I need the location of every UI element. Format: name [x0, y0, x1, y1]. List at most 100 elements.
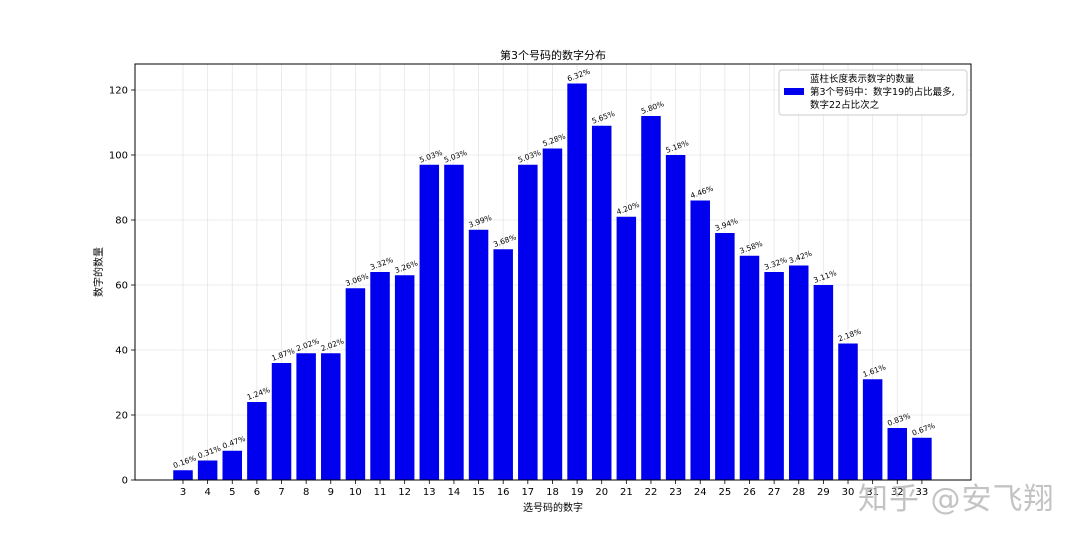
x-tick-label: 9	[328, 487, 334, 498]
bar-10	[345, 288, 366, 480]
bar-25	[715, 233, 735, 480]
bar-data-label: 5.65%	[591, 109, 616, 126]
bar-26	[739, 255, 760, 480]
x-tick-label: 11	[374, 487, 387, 498]
x-tick-label: 18	[546, 487, 559, 498]
bar-22	[641, 116, 661, 480]
bar-9	[321, 353, 341, 480]
x-tick-label: 5	[229, 487, 235, 498]
bar-data-label: 5.03%	[443, 148, 468, 165]
bar-data-label: 0.31%	[196, 444, 221, 461]
bar-data-label: 3.42%	[788, 249, 813, 266]
legend-line-1: 蓝柱长度表示数字的数量	[810, 73, 915, 85]
bars	[173, 83, 932, 480]
bar-3	[173, 470, 193, 480]
x-tick-label: 23	[669, 487, 682, 498]
y-tick-label: 80	[115, 216, 128, 227]
x-tick-label: 12	[398, 487, 411, 498]
bar-14	[444, 164, 464, 480]
x-tick-label: 30	[842, 487, 855, 498]
plot-frame	[134, 63, 972, 481]
x-tick-label: 25	[718, 487, 731, 498]
bar-5	[222, 450, 243, 480]
x-tick-label: 28	[792, 487, 805, 498]
bar-13	[419, 164, 440, 480]
bar-data-label: 3.32%	[369, 255, 394, 272]
bar-8	[296, 353, 316, 480]
x-tick-label: 29	[817, 487, 830, 498]
x-tick-label: 26	[743, 487, 756, 498]
x-tick-label: 3	[180, 487, 186, 498]
bar-7	[271, 363, 292, 480]
bar-18	[542, 148, 563, 480]
bar-data-label: 5.80%	[640, 99, 665, 116]
bar-29	[813, 285, 834, 480]
bar-data-label: 5.18%	[664, 138, 689, 155]
bar-data-label: 1.87%	[270, 346, 295, 363]
x-tick-label: 15	[472, 487, 485, 498]
legend-line-3: 数字22占比次之	[810, 99, 880, 111]
x-tick-label: 31	[866, 487, 879, 498]
bar-32	[887, 428, 908, 480]
y-axis: 0 20 40 60 80 100 120	[109, 86, 135, 487]
x-tick-label: 24	[694, 487, 707, 498]
legend: 蓝柱长度表示数字的数量 第3个号码中：数字19的占比最多, 数字22占比次之	[778, 69, 968, 116]
bar-data-label: 3.32%	[763, 255, 788, 272]
bar-11	[370, 272, 390, 480]
x-tick-label: 14	[448, 487, 461, 498]
x-tick-label: 16	[497, 487, 510, 498]
bar-data-label: 3.58%	[738, 239, 763, 256]
x-tick-label: 7	[278, 487, 284, 498]
bar-27	[764, 272, 784, 480]
bar-data-label: 0.47%	[221, 434, 246, 451]
bar-33	[912, 437, 932, 480]
bar-19	[567, 83, 587, 480]
x-axis: 3 4 5 6 7 8 9 10 11 12 13 14 15 16 17 18 19 20 21 22 23 24 25 2…	[180, 480, 928, 498]
bar-data-label: 3.11%	[812, 268, 837, 285]
y-tick-label: 100	[109, 151, 128, 162]
x-tick-label: 10	[349, 487, 362, 498]
bar-15	[468, 229, 489, 480]
bar-data-label: 2.02%	[320, 337, 345, 354]
bar-20	[591, 125, 612, 480]
bar-data-label: 1.24%	[246, 385, 271, 402]
watermark: 知乎 @安飞翔	[858, 482, 1055, 517]
legend-box	[778, 69, 968, 116]
bar-17	[518, 164, 538, 480]
bar-21	[616, 216, 637, 480]
bar-data-label: 0.83%	[886, 411, 911, 428]
x-tick-label: 19	[571, 487, 584, 498]
bar-data-label: 1.61%	[861, 363, 886, 380]
bar-data-label: 2.18%	[837, 327, 862, 344]
bar-data-label: 3.94%	[714, 216, 739, 233]
y-tick-label: 120	[109, 86, 128, 97]
bar-data-label: 3.26%	[394, 259, 419, 276]
y-tick-label: 60	[115, 281, 128, 292]
x-tick-label: 32	[891, 487, 904, 498]
y-axis-label: 数字的数量	[92, 247, 105, 297]
chart-title: 第3个号码的数字分布	[500, 48, 606, 62]
bar-28	[789, 265, 809, 480]
bar-data-label: 6.32%	[566, 67, 591, 84]
legend-line-2: 第3个号码中：数字19的占比最多,	[810, 86, 955, 98]
x-tick-label: 27	[768, 487, 781, 498]
x-axis-label: 选号码的数字	[523, 501, 583, 514]
x-tick-label: 8	[303, 487, 309, 498]
bar-30	[838, 343, 858, 480]
x-tick-label: 21	[620, 487, 633, 498]
x-tick-label: 4	[204, 487, 210, 498]
x-tick-label: 22	[645, 487, 658, 498]
x-tick-label: 20	[595, 487, 608, 498]
bar-data-label: 0.16%	[172, 454, 197, 471]
bar-6	[247, 402, 267, 480]
legend-swatch	[784, 88, 804, 95]
bar-23	[665, 155, 686, 480]
bar-data-label: 4.46%	[689, 184, 714, 201]
bar-data-label: 0.67%	[911, 421, 936, 438]
x-tick-label: 17	[521, 487, 534, 498]
bar-4	[197, 460, 218, 480]
y-tick-label: 20	[115, 411, 128, 422]
y-tick-label: 40	[115, 346, 128, 357]
